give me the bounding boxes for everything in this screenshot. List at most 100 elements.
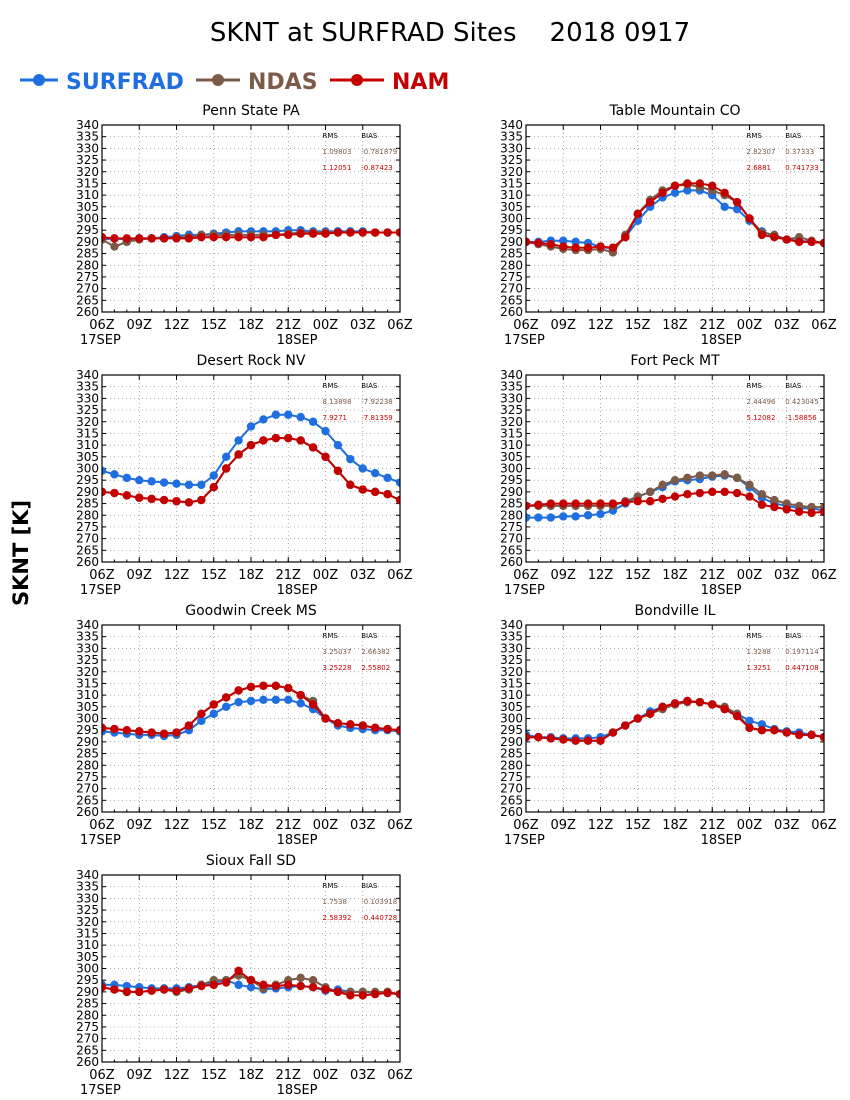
data-point-nam: [259, 980, 268, 990]
x-tick-label: 18Z: [662, 318, 688, 333]
y-tick-label: 280: [76, 758, 99, 772]
stats-nam-rms: 2.58392: [323, 914, 352, 922]
data-point-nam: [807, 508, 816, 518]
data-point-nam: [184, 498, 194, 507]
data-point-nam: [172, 234, 181, 243]
stats-nam-rms: 5.12082: [747, 414, 776, 422]
data-point-nam: [358, 991, 367, 1000]
stats-bias-header: BIAS: [361, 382, 378, 390]
x-tick-label: 00Z: [313, 1068, 339, 1083]
data-point-nam: [197, 495, 206, 505]
data-point-surfrad: [534, 513, 543, 522]
data-point-nam: [546, 499, 556, 508]
y-tick-label: 320: [500, 665, 523, 679]
x-tick-label: 03Z: [350, 818, 376, 833]
y-tick-label: 265: [500, 793, 523, 807]
y-tick-label: 330: [76, 391, 99, 405]
data-point-ndas: [683, 473, 692, 483]
data-point-ndas: [757, 490, 767, 499]
y-tick-label: 335: [500, 380, 523, 394]
data-point-surfrad: [234, 980, 243, 990]
data-point-nam: [596, 736, 605, 745]
stats-ndas-rms: 8.13898: [323, 398, 352, 406]
data-point-nam: [209, 233, 218, 242]
data-point-nam: [645, 197, 655, 207]
data-point-nam: [670, 699, 680, 708]
x-tick-label: 18Z: [238, 1068, 264, 1083]
y-tick-label: 320: [500, 415, 523, 429]
data-point-ndas: [645, 487, 655, 497]
chart-panel: Penn State PA 260265270275280285290295300…: [76, 103, 413, 348]
data-point-nam: [683, 179, 692, 188]
data-point-ndas: [708, 471, 717, 480]
data-point-nam: [770, 233, 779, 242]
y-tick-label: 260: [500, 555, 523, 569]
data-point-nam: [135, 727, 144, 736]
data-point-nam: [370, 228, 380, 237]
data-point-surfrad: [296, 412, 305, 422]
data-point-nam: [708, 181, 717, 190]
data-point-nam: [110, 724, 119, 734]
x-date-label-mid: 18SEP: [277, 1083, 318, 1098]
data-point-surfrad: [135, 475, 144, 485]
data-point-surfrad: [122, 981, 132, 991]
data-point-nam: [395, 228, 400, 237]
data-point-surfrad: [209, 471, 218, 480]
data-point-nam: [546, 240, 556, 249]
stats-bias-header: BIAS: [785, 632, 802, 640]
data-point-nam: [670, 492, 680, 501]
y-tick-label: 305: [500, 450, 523, 464]
data-point-nam: [110, 234, 119, 243]
y-tick-label: 340: [76, 118, 99, 132]
data-point-nam: [383, 490, 392, 499]
data-point-surfrad: [720, 202, 729, 212]
chart-panel: Sioux Fall SD 260265270275280285290295300…: [76, 853, 413, 1098]
data-point-surfrad: [159, 478, 169, 487]
data-point-nam: [333, 466, 343, 476]
y-tick-label: 315: [500, 176, 523, 190]
y-tick-label: 315: [76, 676, 99, 690]
y-tick-label: 335: [76, 880, 99, 894]
data-point-surfrad: [284, 695, 293, 704]
x-tick-label: 15Z: [201, 318, 227, 333]
y-tick-label: 310: [500, 438, 523, 452]
y-tick-label: 270: [500, 532, 523, 546]
data-point-nam: [720, 188, 729, 197]
data-point-surfrad: [333, 440, 343, 450]
y-tick-label: 310: [76, 188, 99, 202]
y-tick-label: 290: [76, 235, 99, 249]
y-tick-label: 300: [500, 712, 523, 726]
data-point-nam: [645, 709, 655, 719]
chart-panel: Desert Rock NV26026527027528028529029530…: [76, 353, 413, 598]
data-point-nam: [819, 507, 824, 516]
data-point-nam: [234, 450, 243, 459]
y-tick-label: 285: [76, 997, 99, 1011]
series-nam: [526, 179, 824, 252]
x-tick-label: 09Z: [127, 318, 153, 333]
data-point-nam: [259, 681, 268, 690]
data-point-nam: [732, 488, 742, 498]
data-point-surfrad: [526, 513, 531, 522]
y-tick-label: 285: [76, 497, 99, 511]
data-point-nam: [221, 464, 231, 473]
y-tick-label: 300: [500, 212, 523, 226]
x-tick-label: 03Z: [350, 568, 376, 583]
data-point-ndas: [670, 475, 680, 485]
data-point-nam: [122, 725, 132, 735]
y-tick-label: 330: [76, 641, 99, 655]
data-point-nam: [571, 499, 580, 508]
data-point-nam: [221, 693, 231, 702]
data-point-ndas: [296, 973, 305, 983]
y-tick-label: 320: [76, 665, 99, 679]
y-tick-label: 330: [500, 641, 523, 655]
data-point-surfrad: [546, 513, 556, 522]
stats-ndas-rms: 1.3288: [747, 648, 772, 656]
data-point-nam: [197, 233, 206, 242]
y-tick-label: 325: [76, 403, 99, 417]
data-point-nam: [732, 197, 742, 207]
x-tick-label: 12Z: [164, 818, 190, 833]
x-tick-label: 21Z: [700, 818, 726, 833]
data-point-nam: [683, 490, 692, 499]
chart-panel: Bondville IL2602652702752802852902953003…: [500, 603, 837, 848]
y-tick-label: 285: [500, 247, 523, 261]
